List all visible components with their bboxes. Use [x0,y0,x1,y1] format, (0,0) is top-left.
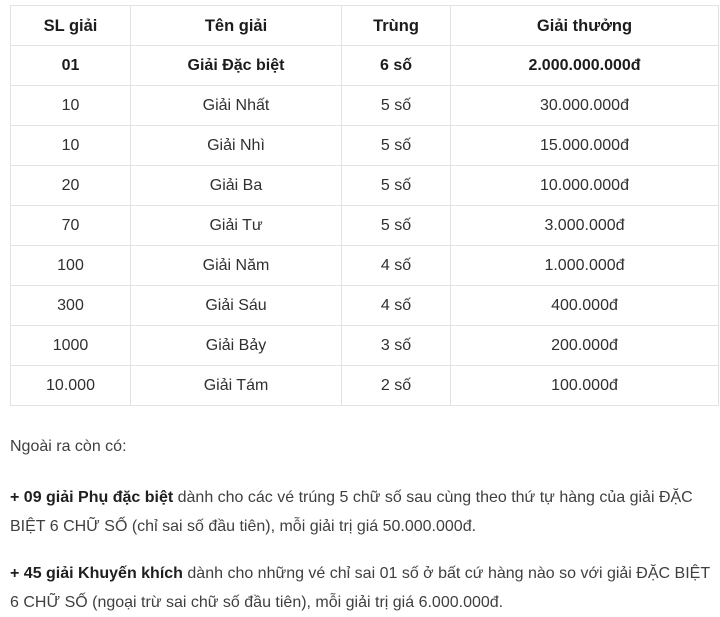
cell-match-count: 5 số [341,85,451,126]
cell-prize-count: 10 [10,85,131,126]
table-row: 20 Giải Ba 5 số 10.000.000đ [10,165,719,206]
cell-prize-count: 1000 [10,325,131,366]
cell-match-count: 6 số [341,45,451,86]
cell-match-count: 2 số [341,365,451,406]
cell-prize-amount: 200.000đ [450,325,719,366]
additional-notes: Ngoài ra còn có: + 09 giải Phụ đặc biệt … [10,432,718,617]
cell-prize-count: 100 [10,245,131,286]
cell-prize-amount: 100.000đ [450,365,719,406]
column-header-prize-count: SL giải [10,5,131,46]
cell-prize-amount: 30.000.000đ [450,85,719,126]
table-row: 10.000 Giải Tám 2 số 100.000đ [10,365,719,406]
column-header-prize-name: Tên giải [130,5,342,46]
cell-prize-name: Giải Nhất [130,85,342,126]
cell-match-count: 5 số [341,205,451,246]
cell-prize-name: Giải Tư [130,205,342,246]
cell-prize-count: 10 [10,125,131,166]
table-row: 70 Giải Tư 5 số 3.000.000đ [10,205,719,246]
cell-prize-name: Giải Đặc biệt [130,45,342,86]
notes-lead-text: Ngoài ra còn có: [10,438,127,455]
cell-prize-count: 70 [10,205,131,246]
column-header-prize-amount: Giải thưởng [450,5,719,46]
table-row: 1000 Giải Bảy 3 số 200.000đ [10,325,719,366]
cell-prize-count: 10.000 [10,365,131,406]
cell-prize-amount: 10.000.000đ [450,165,719,206]
cell-prize-name: Giải Năm [130,245,342,286]
column-header-match-count: Trùng [341,5,451,46]
prize-structure-table: SL giải Tên giải Trùng Giải thưởng 01 Gi… [10,5,719,406]
cell-prize-name: Giải Ba [130,165,342,206]
cell-match-count: 5 số [341,125,451,166]
cell-match-count: 3 số [341,325,451,366]
cell-prize-amount: 400.000đ [450,285,719,326]
table-row: 10 Giải Nhất 5 số 30.000.000đ [10,85,719,126]
cell-prize-amount: 15.000.000đ [450,125,719,166]
cell-prize-count: 01 [10,45,131,86]
cell-prize-amount: 3.000.000đ [450,205,719,246]
cell-prize-amount: 2.000.000.000đ [450,45,719,86]
note-item-special-sub-prize-text: dành cho các vé trúng 5 chữ số sau cùng … [10,489,693,535]
cell-prize-name: Giải Tám [130,365,342,406]
table-body: 01 Giải Đặc biệt 6 số 2.000.000.000đ 10 … [10,45,719,406]
table-header: SL giải Tên giải Trùng Giải thưởng [10,5,719,46]
prize-structure-page: SL giải Tên giải Trùng Giải thưởng 01 Gi… [10,5,719,611]
note-item-consolation-prize: + 45 giải Khuyến khích dành cho những vé… [10,559,710,617]
cell-match-count: 5 số [341,165,451,206]
cell-prize-name: Giải Bảy [130,325,342,366]
cell-prize-name: Giải Nhì [130,125,342,166]
note-item-special-sub-prize-label: + 09 giải Phụ đặc biệt [10,489,174,506]
table-header-row: SL giải Tên giải Trùng Giải thưởng [10,5,719,46]
table-row: 100 Giải Năm 4 số 1.000.000đ [10,245,719,286]
note-item-special-sub-prize: + 09 giải Phụ đặc biệt dành cho các vé t… [10,483,710,541]
table-row: 10 Giải Nhì 5 số 15.000.000đ [10,125,719,166]
cell-prize-amount: 1.000.000đ [450,245,719,286]
cell-match-count: 4 số [341,285,451,326]
cell-prize-name: Giải Sáu [130,285,342,326]
table-row: 01 Giải Đặc biệt 6 số 2.000.000.000đ [10,45,719,86]
table-row: 300 Giải Sáu 4 số 400.000đ [10,285,719,326]
note-item-consolation-prize-label: + 45 giải Khuyến khích [10,565,183,582]
cell-prize-count: 20 [10,165,131,206]
cell-match-count: 4 số [341,245,451,286]
cell-prize-count: 300 [10,285,131,326]
